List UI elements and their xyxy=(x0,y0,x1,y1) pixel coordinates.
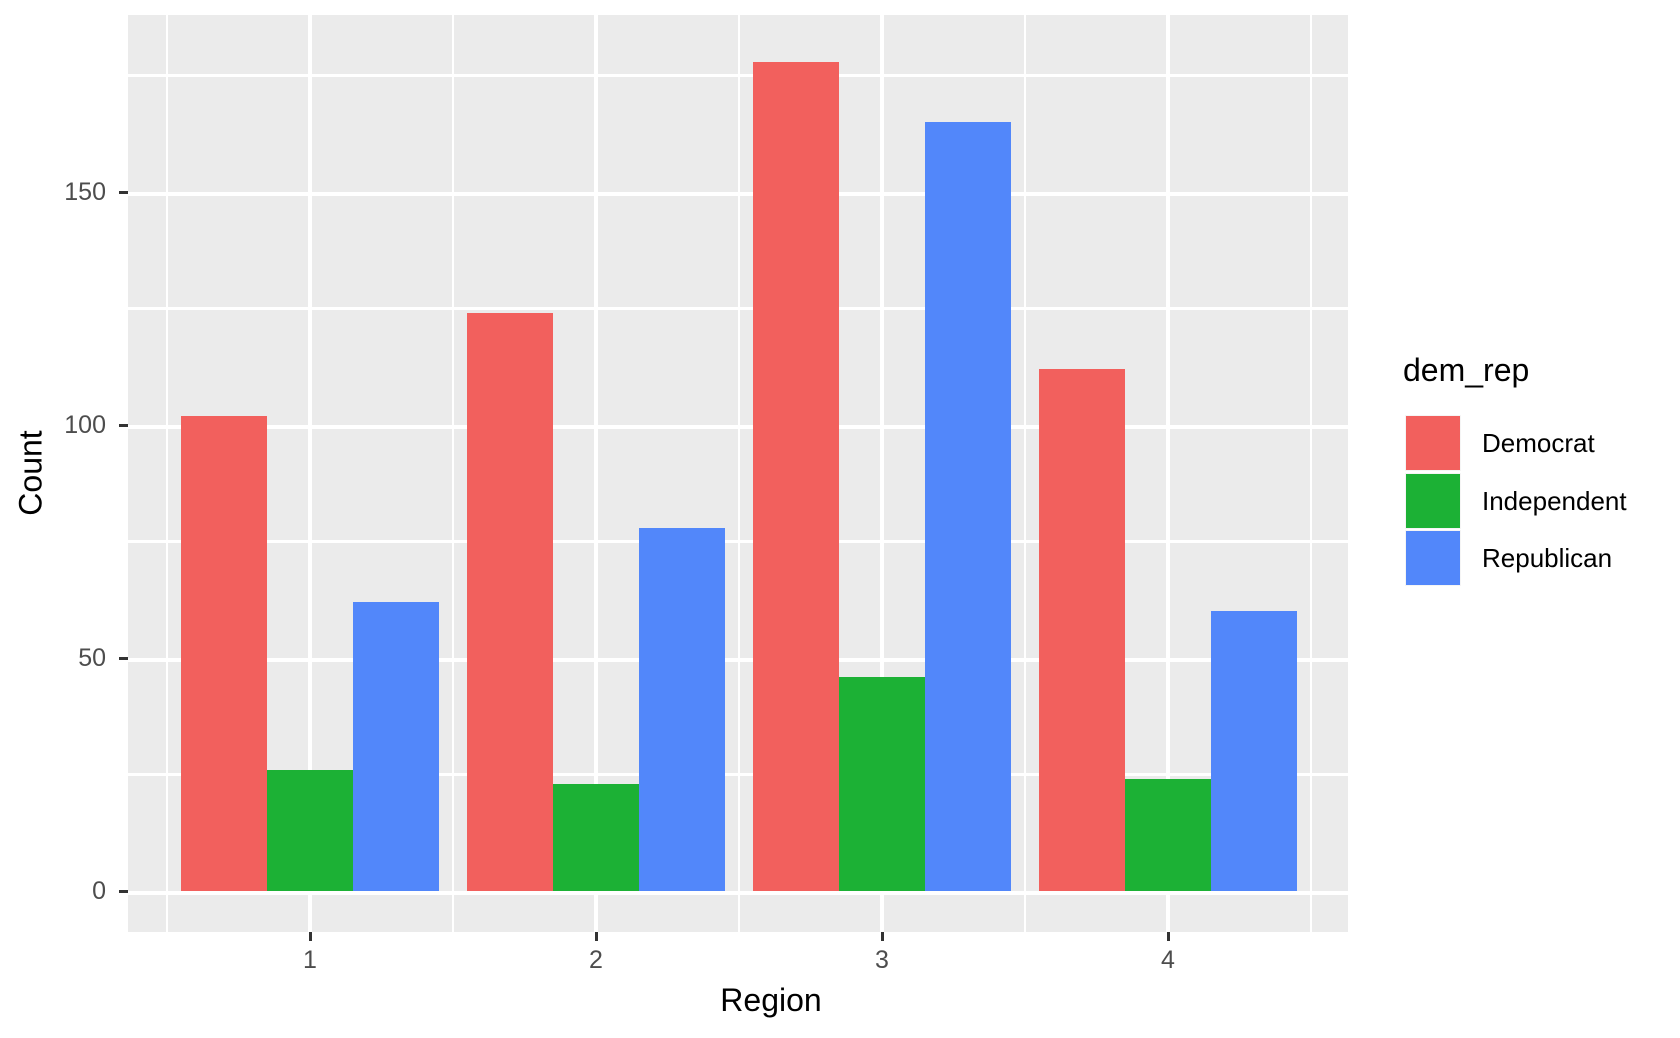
x-axis-tick xyxy=(880,932,884,941)
bar-region1-republican xyxy=(353,602,439,891)
x-axis-title: Region xyxy=(720,982,822,1018)
y-axis-tick-label: 100 xyxy=(64,411,106,439)
bar-region3-democrat xyxy=(753,61,839,891)
bar-region1-independent xyxy=(267,769,353,891)
bar-region2-democrat xyxy=(467,313,553,891)
grid-minor-x xyxy=(1023,15,1027,932)
grid-minor-x xyxy=(451,15,455,932)
legend-swatch-republican xyxy=(1406,531,1460,586)
x-axis-tick-label: 2 xyxy=(589,946,603,974)
legend-label-independent: Independent xyxy=(1482,485,1627,516)
bar-region4-republican xyxy=(1211,611,1297,891)
grid-major-y xyxy=(128,890,1348,895)
bar-region1-democrat xyxy=(181,415,267,891)
x-axis-tick xyxy=(594,932,598,941)
y-axis-tick xyxy=(119,423,128,427)
legend-swatch-democrat xyxy=(1406,416,1460,470)
y-axis-tick-label: 0 xyxy=(92,877,106,905)
y-axis-tick-label: 150 xyxy=(64,178,106,206)
legend-label-democrat: Democrat xyxy=(1482,428,1595,458)
grid-minor-x xyxy=(737,15,741,932)
y-axis-tick-label: 50 xyxy=(78,644,106,672)
y-axis-tick xyxy=(119,889,128,893)
grid-major-x xyxy=(1166,15,1170,932)
legend-swatch-independent xyxy=(1406,473,1460,528)
x-axis-tick-label: 4 xyxy=(1161,946,1175,974)
bar-region4-independent xyxy=(1125,779,1211,891)
grid-major-x xyxy=(594,15,598,932)
x-axis-tick xyxy=(1166,932,1170,941)
legend-title: dem_rep xyxy=(1403,352,1530,388)
grid-major-y xyxy=(128,657,1348,662)
y-axis-tick xyxy=(119,190,128,194)
x-axis-tick xyxy=(308,932,312,941)
bar-region2-republican xyxy=(639,527,725,891)
bar-region3-independent xyxy=(839,676,925,891)
y-axis-tick xyxy=(119,656,128,660)
bar-region3-republican xyxy=(925,122,1011,891)
grid-minor-x xyxy=(1309,15,1313,932)
x-axis-tick-label: 3 xyxy=(875,946,889,974)
grid-major-x xyxy=(880,15,884,932)
grid-major-x xyxy=(308,15,312,932)
x-axis-tick-label: 1 xyxy=(303,946,317,974)
grid-minor-x xyxy=(165,15,169,932)
bar-region2-independent xyxy=(553,783,639,891)
legend-label-republican: Republican xyxy=(1482,543,1613,574)
grid-major-y xyxy=(128,191,1348,196)
y-axis-title: Count xyxy=(12,429,49,516)
bar-region4-democrat xyxy=(1039,369,1125,891)
grid-major-y xyxy=(128,424,1348,429)
